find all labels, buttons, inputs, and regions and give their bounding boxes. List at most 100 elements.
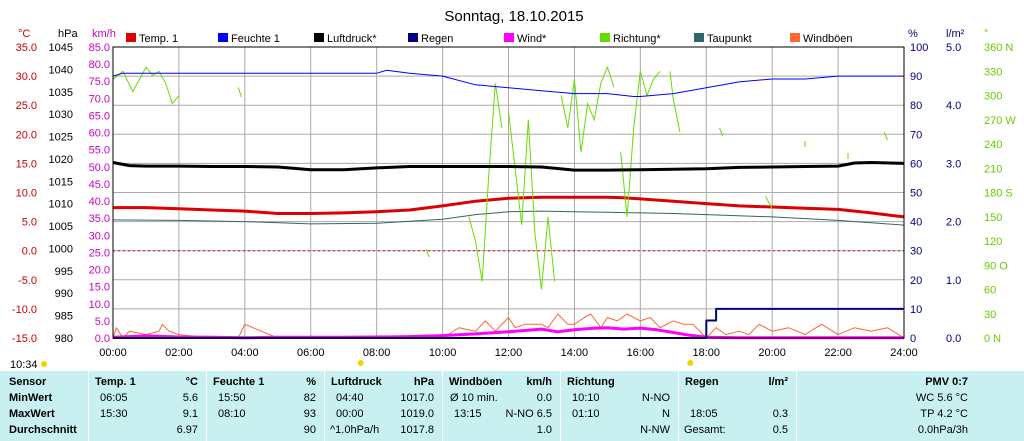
x-tick-label: 22:00 [824,347,852,359]
legend-swatch [408,33,418,42]
header-humidity-unit: % [306,376,316,388]
row-label-max: MaxWert [9,408,55,420]
wind-tick-label: 75.0 [89,76,110,88]
direction-tick-label: 0 N [984,333,1001,345]
humidity-tick-label: 60 [910,158,922,170]
wind-tick-label: 60.0 [89,128,110,140]
max-rain-value: 0.3 [772,408,788,420]
pressure-tick-label: 1010 [49,199,73,211]
axes: 35.0 30.0 25.0 20.0 15.0 10.0 5.0 0.0 -5.0 -10.0 -… [12,28,1016,366]
pressure-tick-label: 1035 [49,87,73,99]
min-temp-time: 06:05 [100,392,128,404]
pressure-tick-label: 1015 [49,176,73,188]
series-richtung-segment [765,196,773,209]
avg-pressure-value: 1017.8 [400,424,434,436]
x-tick-label: 12:00 [495,347,523,359]
avg-gust-value: 1.0 [536,424,552,436]
max-pressure-time: 00:00 [336,408,364,420]
max-temp-time: 15:30 [100,408,128,420]
humidity-tick-label: 40 [910,217,922,229]
weather-chart: Sonntag, 18.10.2015 Temp. 1 Feuchte 1 Luft… [10,8,1017,371]
x-tick-label: 10:00 [429,347,457,359]
avg-temp-value: 6.97 [176,424,198,436]
stats-divider [442,371,443,441]
wind-tick-label: 55.0 [89,145,110,157]
direction-tick-label: 330 [984,66,1002,78]
direction-tick-label: 60 [984,285,996,297]
rain-total-label: Gesamt: [684,424,726,436]
series-richtung-segment [237,87,242,98]
series-richtung-segment [718,127,724,137]
series-richtung-segment [560,65,615,153]
pressure-tick-label: 1005 [49,221,73,233]
humidity-tick-label: 30 [910,246,922,258]
pressure-tick-label: 990 [55,288,73,300]
min-humidity-time: 15:50 [218,392,246,404]
legend-entry: Temp. 1 [139,33,178,45]
wind-tick-label: 30.0 [89,230,110,242]
legend-entry: Luftdruck* [327,33,377,45]
avg-humidity-value: 90 [303,424,316,436]
humidity-tick-label: 80 [910,100,922,112]
avg-direction-value: N-NW [640,424,670,436]
max-gust-value: N-NO 6.5 [505,408,552,420]
grid [113,47,904,338]
x-tick-label: 06:00 [297,347,325,359]
humidity-tick-label: 90 [910,71,922,83]
legend-swatch [694,33,704,42]
pressure-tick-label: 985 [55,311,73,323]
sunrise-marker-icon [357,360,364,366]
direction-tick-label: 360 N [984,42,1013,54]
x-tick-label: 24:00 [890,347,918,359]
wind-tick-label: 50.0 [89,162,110,174]
header-rain: Regen [685,376,719,388]
max-rain-time: 18:05 [690,408,718,420]
header-pressure-unit: hPa [413,376,434,388]
wind-tick-label: 80.0 [89,59,110,71]
wind-tick-label: 40.0 [89,196,110,208]
pressure-tick-label: 980 [55,333,73,345]
pressure-tick-label: 1025 [49,132,73,144]
temp-tick-label: 20.0 [16,129,37,141]
x-tick-label: 02:00 [165,347,193,359]
legend-swatch [600,33,610,42]
stats-divider [88,371,89,441]
max-temp-value: 9.1 [182,408,198,420]
legend-entry: Richtung* [613,33,661,45]
wind-tick-label: 35.0 [89,213,110,225]
temp-unit-label: °C [18,28,30,40]
rain-total-value: 0.5 [772,424,788,436]
max-direction-time: 01:10 [572,408,600,420]
temp-tick-label: -5.0 [18,275,37,287]
legend-swatch [218,33,228,42]
rain-tick-label: 4.0 [946,100,961,112]
pressure-tick-label: 1020 [49,154,73,166]
legend-entry: Taupunkt [707,33,752,45]
legend-swatch [314,33,324,42]
pressure-tick-label: 1000 [49,243,73,255]
legend-entry: Wind* [517,33,547,45]
max-direction-value: N [662,408,670,420]
row-label-min: MinWert [9,392,53,404]
header-pmv: PMV 0:7 [925,376,968,388]
humidity-tick-label: 100 [910,42,928,54]
direction-tick-label: 240 [984,139,1002,151]
stats-divider [796,371,797,441]
temp-tick-label: 30.0 [16,71,37,83]
plot-frame [112,46,905,339]
header-sensor: Sensor [9,376,47,388]
max-humidity-value: 93 [303,408,316,420]
x-tick-label: 00:00 [99,347,127,359]
wind-tick-label: 45.0 [89,179,110,191]
header-temp-unit: °C [185,376,198,388]
x-tick-label: 04:00 [231,347,259,359]
humidity-unit-label: % [908,28,918,40]
series-richtung-segment [669,71,681,132]
x-tick-label: 14:00 [561,347,589,359]
stats-divider [206,371,207,441]
header-gust-unit: km/h [526,376,552,388]
x-tick-label: 20:00 [758,347,786,359]
pressure-trend: ^1.0hPa/h [330,424,380,436]
rain-tick-label: 1.0 [946,275,961,287]
wind-tick-label: 65.0 [89,110,110,122]
